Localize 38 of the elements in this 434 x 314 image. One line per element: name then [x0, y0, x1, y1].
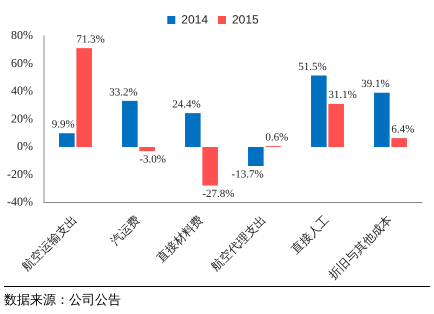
- y-tick-label: 40%: [10, 84, 33, 98]
- bar: [202, 146, 218, 186]
- bar: [248, 146, 264, 166]
- bar: [311, 76, 327, 147]
- source-note: 数据来源：公司公告: [4, 292, 122, 309]
- bar: [328, 104, 344, 147]
- y-tick-label: 60%: [10, 56, 33, 70]
- data-label: 24.4%: [172, 98, 201, 110]
- x-tick-label: 直接材料费: [154, 212, 206, 266]
- bar: [59, 133, 75, 147]
- y-tick-label: 80%: [10, 28, 33, 42]
- x-tick-label: 航空代理支出: [208, 212, 269, 274]
- data-label: 6.4%: [391, 123, 414, 136]
- y-tick-label: 20%: [10, 111, 33, 126]
- bar: [76, 48, 92, 147]
- data-label: -13.7%: [232, 168, 264, 180]
- data-label: -27.8%: [202, 188, 234, 200]
- data-label: 31.1%: [328, 89, 357, 102]
- data-label: 33.2%: [109, 86, 138, 98]
- data-label: 9.9%: [52, 118, 75, 131]
- data-label: 39.1%: [361, 78, 390, 90]
- data-label: 71.3%: [76, 33, 105, 46]
- bar: [122, 100, 138, 147]
- legend-label: 2015: [232, 12, 260, 26]
- bar: [391, 138, 407, 147]
- x-tick-label: 直接人工: [288, 212, 332, 257]
- data-label: -3.0%: [139, 154, 166, 166]
- bar: [374, 92, 390, 147]
- legend-label: 2014: [181, 12, 208, 26]
- data-label: 51.5%: [298, 60, 327, 73]
- y-tick-label: -40%: [6, 194, 33, 209]
- x-tick-label: 航空运输支出: [19, 212, 80, 274]
- bar: [139, 146, 155, 152]
- bar: [185, 113, 201, 147]
- y-tick-label: 0%: [16, 139, 33, 154]
- x-tick-label: 汽运费: [107, 212, 143, 248]
- data-label: 0.6%: [265, 132, 288, 144]
- y-tick-label: -20%: [6, 166, 33, 181]
